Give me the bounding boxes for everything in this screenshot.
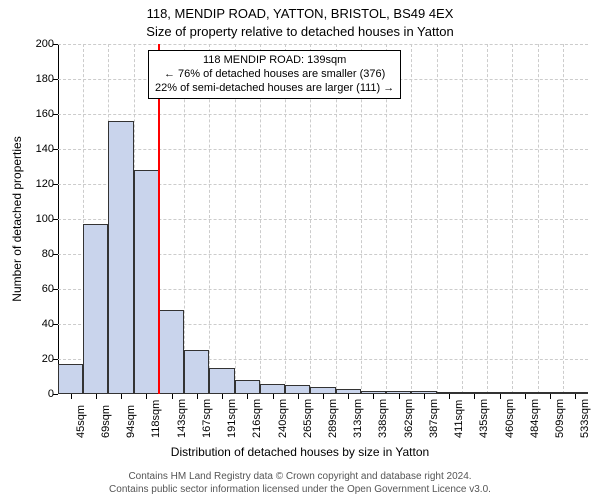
footer-line2: Contains public sector information licen… (0, 484, 600, 497)
gridline-vertical (462, 44, 463, 394)
x-tick-label: 94sqm (125, 405, 137, 438)
x-tick-label: 435sqm (478, 399, 490, 438)
x-tick-label: 265sqm (302, 399, 314, 438)
x-tick-label: 118sqm (150, 400, 162, 438)
y-tick-mark (53, 324, 58, 325)
y-tick-label: 120 (36, 178, 54, 190)
x-tick-label: 533sqm (579, 399, 591, 438)
y-tick-label: 200 (36, 38, 54, 50)
x-tick-mark (222, 394, 223, 399)
x-tick-label: 411sqm (453, 400, 465, 438)
annotation-line3: 22% of semi-detached houses are larger (… (155, 82, 394, 96)
x-tick-label: 240sqm (277, 399, 289, 438)
y-tick-mark (53, 289, 58, 290)
histogram-bar (209, 368, 234, 394)
x-tick-mark (146, 394, 147, 399)
y-tick-mark (53, 359, 58, 360)
y-tick-label: 100 (36, 213, 54, 225)
footer-text: Contains HM Land Registry data © Crown c… (0, 471, 600, 496)
y-tick-mark (53, 79, 58, 80)
x-tick-label: 338sqm (377, 399, 389, 438)
y-tick-mark (53, 44, 58, 45)
histogram-bar (108, 121, 133, 394)
x-tick-mark (550, 394, 551, 399)
histogram-bar (134, 170, 159, 394)
gridline-vertical (563, 44, 564, 394)
x-tick-mark (323, 394, 324, 399)
x-tick-mark (197, 394, 198, 399)
x-tick-mark (121, 394, 122, 399)
histogram-bar (260, 384, 285, 395)
y-tick-mark (53, 219, 58, 220)
x-tick-label: 216sqm (251, 399, 263, 438)
x-tick-mark (71, 394, 72, 399)
footer-line1: Contains HM Land Registry data © Crown c… (0, 471, 600, 484)
chart-title-line2: Size of property relative to detached ho… (0, 24, 600, 39)
x-tick-mark (298, 394, 299, 399)
gridline-vertical (512, 44, 513, 394)
annotation-line2: ← 76% of detached houses are smaller (37… (155, 68, 394, 82)
x-tick-label: 45sqm (75, 405, 87, 438)
y-axis-title: Number of detached properties (10, 136, 24, 301)
x-tick-mark (500, 394, 501, 399)
y-tick-mark (53, 394, 58, 395)
x-tick-label: 289sqm (327, 399, 339, 438)
y-tick-mark (53, 184, 58, 185)
chart-title-line1: 118, MENDIP ROAD, YATTON, BRISTOL, BS49 … (0, 6, 600, 21)
gridline-horizontal (58, 114, 588, 115)
histogram-bar (285, 385, 310, 394)
histogram-bar (83, 224, 108, 394)
x-tick-mark (525, 394, 526, 399)
x-tick-mark (96, 394, 97, 399)
x-tick-mark (575, 394, 576, 399)
y-tick-label: 160 (36, 108, 54, 120)
x-tick-label: 460sqm (504, 399, 516, 438)
gridline-vertical (437, 44, 438, 394)
x-tick-label: 387sqm (428, 399, 440, 438)
x-tick-label: 167sqm (201, 399, 213, 438)
y-tick-mark (53, 149, 58, 150)
x-tick-label: 362sqm (403, 399, 415, 438)
x-tick-mark (399, 394, 400, 399)
y-tick-label: 140 (36, 143, 54, 155)
x-tick-mark (348, 394, 349, 399)
x-tick-mark (424, 394, 425, 399)
y-tick-mark (53, 114, 58, 115)
gridline-vertical (538, 44, 539, 394)
x-tick-label: 143sqm (176, 399, 188, 438)
x-tick-mark (247, 394, 248, 399)
x-tick-label: 313sqm (352, 399, 364, 438)
x-tick-mark (449, 394, 450, 399)
annotation-line1: 118 MENDIP ROAD: 139sqm (155, 54, 394, 68)
y-tick-mark (53, 254, 58, 255)
histogram-bar (310, 387, 335, 394)
x-tick-label: 191sqm (226, 399, 238, 438)
x-tick-mark (373, 394, 374, 399)
x-tick-mark (273, 394, 274, 399)
x-tick-mark (474, 394, 475, 399)
x-tick-label: 509sqm (554, 399, 566, 438)
histogram-bar (184, 350, 209, 394)
y-tick-label: 180 (36, 73, 54, 85)
gridline-horizontal (58, 44, 588, 45)
x-tick-label: 69sqm (100, 405, 112, 438)
gridline-vertical (487, 44, 488, 394)
annotation-box: 118 MENDIP ROAD: 139sqm ← 76% of detache… (148, 50, 401, 99)
histogram-bar (58, 364, 83, 394)
histogram-bar (235, 380, 260, 394)
x-tick-mark (172, 394, 173, 399)
histogram-bar (159, 310, 184, 394)
x-axis-title: Distribution of detached houses by size … (0, 445, 600, 459)
gridline-horizontal (58, 149, 588, 150)
chart-plot-area: 118 MENDIP ROAD: 139sqm ← 76% of detache… (58, 44, 588, 394)
x-tick-label: 484sqm (529, 399, 541, 438)
gridline-vertical (411, 44, 412, 394)
